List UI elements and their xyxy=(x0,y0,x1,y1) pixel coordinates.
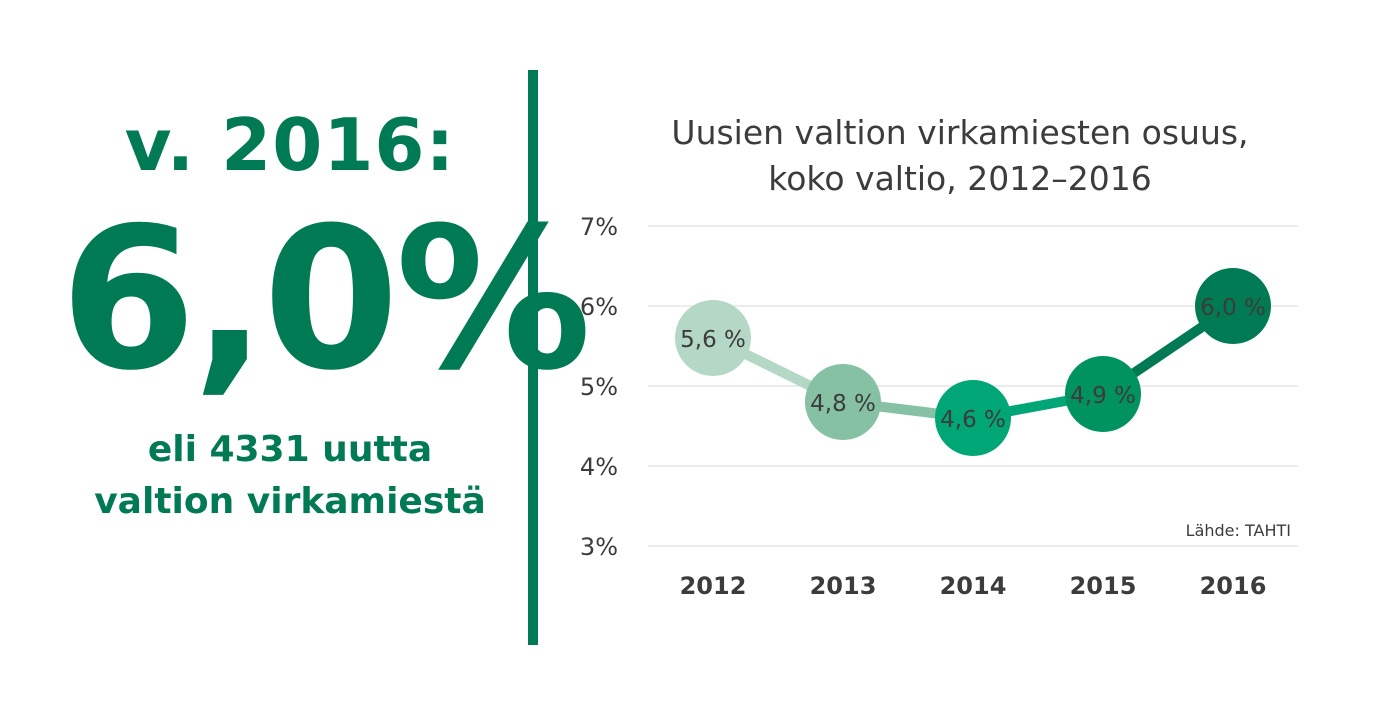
data-label: 4,8 % xyxy=(810,391,876,417)
data-label: 4,6 % xyxy=(940,407,1006,433)
data-point xyxy=(805,364,881,440)
chart-title: Uusien valtion virkamiesten osuus, koko … xyxy=(600,110,1320,202)
y-tick-label: 6% xyxy=(580,293,618,321)
data-point xyxy=(935,380,1011,456)
year-label: v. 2016: xyxy=(124,103,456,187)
headline-block: v. 2016: 6,0% eli 4331 uutta valtion vir… xyxy=(60,100,592,528)
subtitle: eli 4331 uutta valtion virkamiestä xyxy=(60,424,520,528)
x-tick-label: 2016 xyxy=(1200,572,1267,600)
x-tick-label: 2015 xyxy=(1070,572,1137,600)
subtitle-line-2: valtion virkamiestä xyxy=(94,481,486,522)
y-tick-label: 7% xyxy=(580,213,618,241)
chart-title-line-2: koko valtio, 2012–2016 xyxy=(768,159,1152,198)
line-chart: 3% 4% 5% 6% 7% 5,6 % 4,8 % 4,6 % 4,9 % 6,0 % 2012 2… xyxy=(580,213,1298,600)
y-tick-label: 4% xyxy=(580,453,618,481)
x-tick-label: 2013 xyxy=(810,572,877,600)
data-label: 6,0 % xyxy=(1200,295,1266,321)
data-point xyxy=(675,300,751,376)
big-percentage: 6,0% xyxy=(60,186,592,414)
x-tick-label: 2014 xyxy=(940,572,1007,600)
subtitle-line-1: eli 4331 uutta xyxy=(147,429,433,470)
chart-title-line-1: Uusien valtion virkamiesten osuus, xyxy=(671,113,1249,152)
y-tick-label: 5% xyxy=(580,373,618,401)
y-tick-label: 3% xyxy=(580,533,618,561)
data-point xyxy=(1195,268,1271,344)
data-label: 5,6 % xyxy=(680,327,746,353)
vertical-divider xyxy=(528,70,538,645)
source-note: Lähde: TAHTI xyxy=(1186,521,1291,540)
data-label: 4,9 % xyxy=(1070,383,1136,409)
data-point xyxy=(1065,356,1141,432)
x-tick-label: 2012 xyxy=(680,572,747,600)
